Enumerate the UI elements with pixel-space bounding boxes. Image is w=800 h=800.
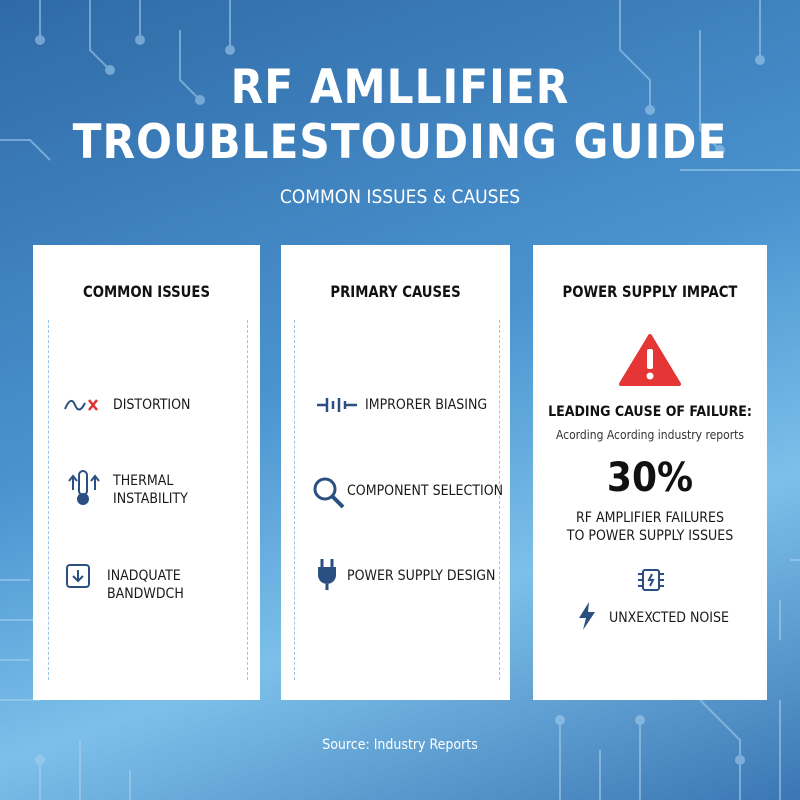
panel: PRIMARY CAUSES IMPRORER BIASING COMPONEN… (281, 245, 510, 700)
source: Source: Industry Reports (322, 737, 478, 753)
thermal-icon (68, 470, 100, 505)
issue-item: DISTORTION (113, 397, 191, 413)
panel: POWER SUPPLY IMPACT LEADING CAUSE OF FAI… (533, 245, 767, 700)
subtitle: COMMON ISSUES & CAUSES (279, 186, 521, 208)
divider (48, 320, 49, 680)
noise-item: UNXEXCTED NOISE (609, 610, 729, 626)
panel-title: POWER SUPPLY IMPACT (562, 282, 738, 301)
chip-icon (638, 569, 664, 591)
lead-note: Acording Acording industry reports (555, 428, 745, 442)
divider (294, 320, 295, 680)
stat-value: 30% (606, 455, 694, 501)
panel-title: PRIMARY CAUSES (330, 282, 461, 301)
lead-text: LEADING CAUSE OF FAILURE: (548, 404, 752, 420)
panel-title: COMMON ISSUES (83, 282, 210, 301)
bandwidth-icon (66, 564, 90, 588)
warning-icon (619, 334, 681, 386)
issue-item: INSTABILITY (113, 491, 188, 507)
title-line: RF AMLLIFIER (230, 60, 570, 115)
search-icon (313, 477, 345, 509)
divider (247, 320, 248, 680)
distortion-icon (64, 399, 98, 411)
cause-item: POWER SUPPLY DESIGN (347, 568, 496, 584)
bolt-icon (579, 602, 595, 630)
stat-caption: TO POWER SUPPLY ISSUES (566, 528, 734, 544)
stat-caption: RF AMPLIFIER FAILURES (576, 510, 724, 526)
cause-item: COMPONENT SELECTION (347, 483, 504, 499)
title-line: TROUBLESTOUDING GUIDE (72, 115, 728, 170)
cause-item: IMPRORER BIASING (365, 397, 488, 413)
issue-item: INADQUATE BANDWDCH (107, 568, 184, 602)
plug-icon (318, 559, 336, 590)
divider (499, 320, 500, 680)
bias-icon (317, 398, 357, 412)
issue-item: THERMAL (113, 473, 174, 489)
panel: COMMON ISSUES DISTORTION THERMAL INSTABI… (33, 245, 260, 700)
